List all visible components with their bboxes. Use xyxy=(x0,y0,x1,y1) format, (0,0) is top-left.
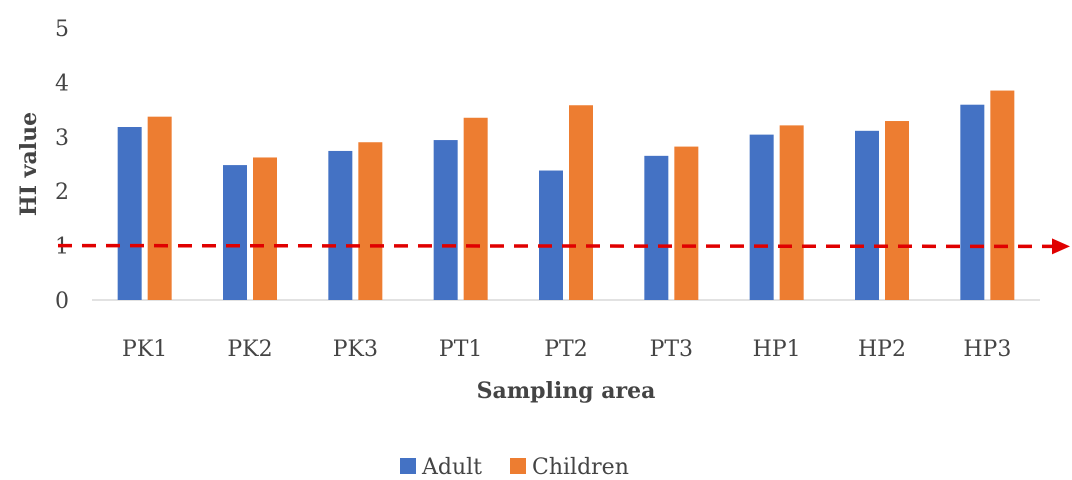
x-axis-title: Sampling area xyxy=(477,378,656,404)
bar-children-hp2 xyxy=(885,121,909,300)
x-tick-label: PT3 xyxy=(650,337,693,362)
bar-children-pt2 xyxy=(569,105,593,300)
x-tick-label: PK3 xyxy=(333,337,378,362)
threshold-arrowhead xyxy=(1052,238,1070,255)
bar-adult-pt3 xyxy=(644,155,669,300)
x-tick-label: HP1 xyxy=(753,337,801,362)
legend: Adult Children xyxy=(400,455,629,480)
y-tick-label: 3 xyxy=(55,126,69,151)
legend-swatch-children xyxy=(510,458,526,474)
y-tick-label: 5 xyxy=(55,17,69,42)
x-tick-label: PK1 xyxy=(122,337,167,362)
x-tick-label: PT1 xyxy=(439,337,482,362)
bar-children-pk1 xyxy=(147,116,172,300)
bar-adult-pk1 xyxy=(117,127,142,301)
bar-children-pk2 xyxy=(253,157,277,300)
bar-adult-pk3 xyxy=(328,150,353,300)
bar-children-pt3 xyxy=(674,146,699,300)
legend-label-adult: Adult xyxy=(421,455,482,480)
bar-adult-hp3 xyxy=(960,104,985,300)
x-tick-label: PK2 xyxy=(227,337,272,362)
x-tick-label: HP2 xyxy=(858,337,906,362)
bar-adult-pt1 xyxy=(433,140,458,300)
legend-label-children: Children xyxy=(532,455,629,480)
bar-adult-hp1 xyxy=(749,134,774,300)
threshold-line xyxy=(57,238,1070,255)
bar-adult-pk2 xyxy=(223,165,247,300)
bar-adult-pt2 xyxy=(539,170,563,300)
legend-swatch-adult xyxy=(400,458,416,474)
bar-children-pk3 xyxy=(358,142,383,300)
bar-children-pt1 xyxy=(463,117,488,300)
threshold-dash xyxy=(57,243,1053,249)
x-axis-ticks: PK1 PK2 PK3 PT1 PT2 PT3 HP1 HP2 HP3 xyxy=(122,337,1011,362)
bar-adult-hp2 xyxy=(855,130,879,300)
x-tick-label: HP3 xyxy=(963,337,1011,362)
y-axis-ticks: 012345 xyxy=(55,17,69,314)
y-tick-label: 4 xyxy=(55,71,69,96)
y-tick-label: 2 xyxy=(55,180,69,205)
y-axis-title: HI value xyxy=(16,112,42,216)
bar-children-hp3 xyxy=(990,90,1015,300)
bars xyxy=(117,90,1015,301)
bar-children-hp1 xyxy=(779,125,804,300)
x-tick-label: PT2 xyxy=(544,337,587,362)
y-tick-label: 0 xyxy=(55,289,69,314)
